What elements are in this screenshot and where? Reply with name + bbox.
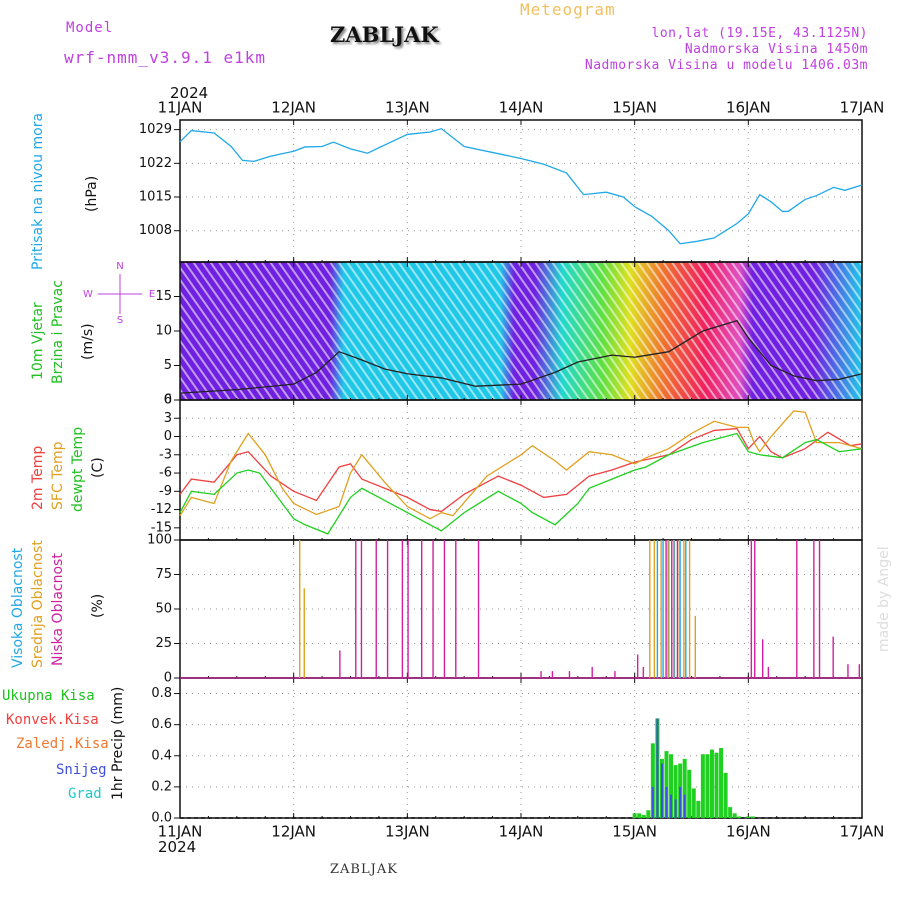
temp-sfc-line — [179, 410, 863, 520]
year-bottom: 2024 — [158, 838, 197, 856]
y-tick-label: 0 — [164, 671, 172, 686]
y-tick-label: 75 — [155, 567, 172, 582]
rose-w: W — [83, 289, 93, 300]
precip-snow-bar — [674, 799, 677, 818]
precip-total-bar — [746, 816, 751, 818]
y-tick-label: -9 — [159, 484, 172, 499]
y-tick-label: 100 — [147, 533, 172, 548]
rose-e: E — [149, 289, 155, 300]
date-label-bottom: 13JAN — [385, 823, 430, 841]
precip-total-bar — [714, 752, 719, 818]
y-tick-label: 0.4 — [151, 748, 172, 763]
y-tick-label: 1015 — [139, 190, 172, 205]
precip-total-bar — [664, 751, 669, 818]
date-label-bottom: 12JAN — [271, 823, 316, 841]
y-tick-label: 5 — [164, 358, 172, 373]
y-tick-label: 1008 — [139, 223, 172, 238]
y-tick-label: 15 — [155, 289, 172, 304]
y-tick-label: 3 — [164, 411, 172, 426]
precip-total-bar — [632, 813, 637, 818]
model-elevation-text: Nadmorska Visina u modelu 1406.03m — [584, 58, 868, 73]
panel-frame — [179, 399, 863, 541]
legend-total: Ukupna Kisa — [2, 688, 95, 704]
precip-total-bar — [641, 814, 646, 818]
y-tick-label: -15 — [151, 520, 172, 535]
y-tick-label: 0.0 — [151, 811, 172, 826]
date-label-bottom: 17JAN — [840, 823, 885, 841]
date-label-top: 16JAN — [726, 99, 771, 117]
y-tick-label: 1022 — [139, 156, 172, 171]
rose-n: N — [116, 261, 123, 272]
model-label: Model — [66, 20, 114, 36]
y-tick-label: -6 — [159, 466, 172, 481]
precip-total-bar — [700, 754, 705, 818]
footer-station: ZABLJAK — [330, 862, 398, 877]
panel-frame — [179, 677, 863, 819]
y-tick-label: 0.8 — [151, 686, 172, 701]
y-tick-label: 50 — [155, 602, 172, 617]
precip-total-bar — [705, 754, 710, 818]
precip-snow-bar — [683, 794, 686, 818]
precip-total-bar — [673, 765, 678, 818]
date-label-top: 12JAN — [271, 99, 316, 117]
legend-hail: Grad — [68, 786, 102, 802]
date-label-bottom: 15JAN — [612, 823, 657, 841]
precip-total-bar — [719, 748, 724, 818]
date-label-bottom: 16JAN — [726, 823, 771, 841]
precip-snow-bar — [651, 786, 654, 818]
temp-2m-line — [179, 427, 863, 513]
date-label-top: 13JAN — [385, 99, 430, 117]
y-tick-label: 0 — [164, 429, 172, 444]
precip-total-bar — [709, 749, 714, 818]
y-tick-label: 0.2 — [151, 779, 172, 794]
precip-total-bar — [737, 816, 742, 818]
date-label-bottom: 14JAN — [499, 823, 544, 841]
y-tick-label: 0.6 — [151, 717, 172, 732]
temp-dewpt-line — [179, 432, 863, 535]
station-title: ZABLJAK — [330, 22, 439, 47]
wind-arrows — [180, 262, 862, 400]
date-label-bottom: 11JAN — [158, 823, 203, 841]
y-tick-label: 0 — [164, 393, 172, 408]
legend-freezing: Zaledj.Kisa — [16, 736, 109, 752]
precip-total-bar — [687, 769, 692, 818]
date-label-top: 11JAN — [158, 99, 203, 117]
legend-conv: Konvek.Kisa — [6, 712, 99, 728]
precip-total-bar — [691, 788, 696, 818]
y-tick-label: 6 — [164, 393, 172, 408]
date-label-top: 17JAN — [840, 99, 885, 117]
precip-total-bar — [750, 816, 755, 818]
precip-snow-bar — [656, 718, 659, 818]
precip-total-bar — [650, 743, 655, 818]
y-tick-label: 10 — [155, 324, 172, 339]
coords-text: lon,lat (19.15E, 43.1125N) — [651, 26, 868, 41]
y-tick-label: 25 — [155, 636, 172, 651]
year-top: 2024 — [170, 84, 209, 102]
y-tick-label: 1029 — [139, 122, 172, 137]
precip-total-bar — [682, 758, 687, 818]
date-label-top: 15JAN — [612, 99, 657, 117]
date-label-top: 14JAN — [499, 99, 544, 117]
pressure-line — [179, 127, 863, 245]
precip-snow-bar — [670, 794, 673, 818]
precip-total-bar — [723, 772, 728, 818]
model-name: wrf-nmm_v3.9.1 e1km — [64, 48, 267, 67]
elevation-text: Nadmorska Visina 1450m — [684, 42, 868, 57]
precip-total-bar — [728, 807, 733, 818]
y-tick-label: -12 — [151, 502, 172, 517]
wind-speed-line — [179, 319, 863, 394]
precip-snow-bar — [665, 786, 668, 818]
precip-total-bar — [732, 813, 737, 818]
precip-total-bar — [637, 813, 642, 818]
legend-snow: Snijeg — [56, 762, 107, 778]
product-title: Meteogram — [520, 0, 616, 19]
precip-total-bar — [646, 810, 651, 818]
precip-snow-bar — [660, 763, 663, 818]
precip-snow-bar — [679, 786, 682, 818]
precip-total-bar — [669, 754, 674, 818]
precip-total-bar — [696, 800, 701, 818]
y-tick-label: -3 — [159, 447, 172, 462]
rose-s: S — [117, 315, 123, 326]
